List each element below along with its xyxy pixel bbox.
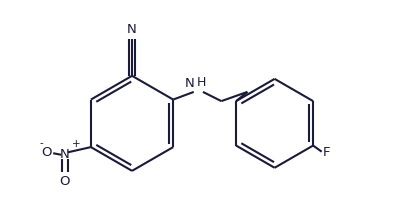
Text: +: + — [71, 139, 80, 149]
Text: N: N — [127, 23, 137, 36]
Text: H: H — [197, 76, 206, 89]
Text: F: F — [323, 146, 330, 159]
Text: N: N — [60, 148, 70, 161]
Text: -: - — [39, 138, 43, 148]
Text: O: O — [41, 146, 51, 159]
Text: O: O — [59, 175, 70, 188]
Text: N: N — [185, 77, 195, 90]
